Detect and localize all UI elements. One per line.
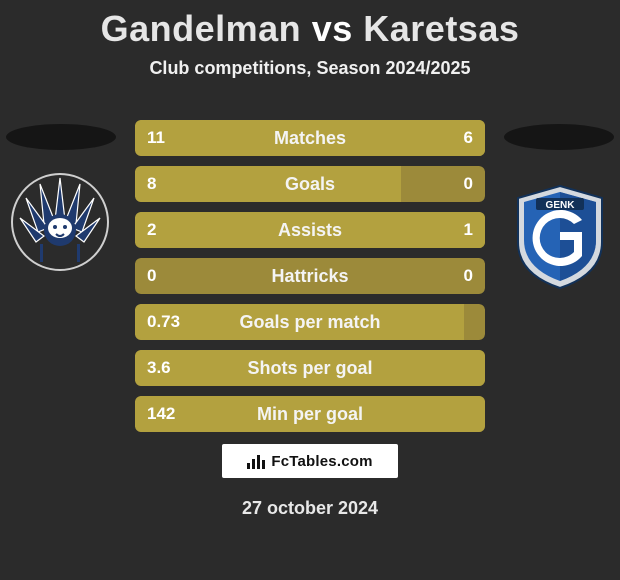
stat-label: Goals bbox=[135, 166, 485, 202]
left-club-badge bbox=[10, 172, 110, 272]
stat-label: Min per goal bbox=[135, 396, 485, 432]
stat-row-hattricks: 00Hattricks bbox=[135, 258, 485, 294]
stat-label: Goals per match bbox=[135, 304, 485, 340]
brand-badge[interactable]: FcTables.com bbox=[222, 444, 398, 478]
player-left-name: Gandelman bbox=[101, 8, 302, 49]
player-right-name: Karetsas bbox=[363, 8, 519, 49]
stat-row-shots-per-goal: 3.6Shots per goal bbox=[135, 350, 485, 386]
chart-icon bbox=[247, 453, 265, 469]
stat-row-goals: 80Goals bbox=[135, 166, 485, 202]
vs-text: vs bbox=[312, 8, 353, 49]
stat-row-matches: 116Matches bbox=[135, 120, 485, 156]
stat-label: Assists bbox=[135, 212, 485, 248]
left-shadow bbox=[6, 124, 116, 150]
right-shadow bbox=[504, 124, 614, 150]
stat-bars: 116Matches 80Goals 21Assists 00Hattricks 0.7… bbox=[135, 120, 485, 442]
right-club-badge: GENK bbox=[510, 182, 610, 282]
comparison-card: Gandelman vs Karetsas Club competitions,… bbox=[0, 0, 620, 580]
stat-label: Matches bbox=[135, 120, 485, 156]
date-text: 27 october 2024 bbox=[0, 498, 620, 519]
stat-label: Shots per goal bbox=[135, 350, 485, 386]
badge-right-text: GENK bbox=[546, 200, 576, 211]
stat-row-assists: 21Assists bbox=[135, 212, 485, 248]
stat-row-min-per-goal: 142Min per goal bbox=[135, 396, 485, 432]
shield-g-icon: GENK bbox=[510, 182, 610, 292]
brand-text: FcTables.com bbox=[271, 453, 372, 470]
stat-label: Hattricks bbox=[135, 258, 485, 294]
stat-row-goals-per-match: 0.73Goals per match bbox=[135, 304, 485, 340]
page-title: Gandelman vs Karetsas bbox=[0, 0, 620, 50]
feather-headdress-icon bbox=[10, 172, 110, 272]
subtitle: Club competitions, Season 2024/2025 bbox=[0, 58, 620, 79]
